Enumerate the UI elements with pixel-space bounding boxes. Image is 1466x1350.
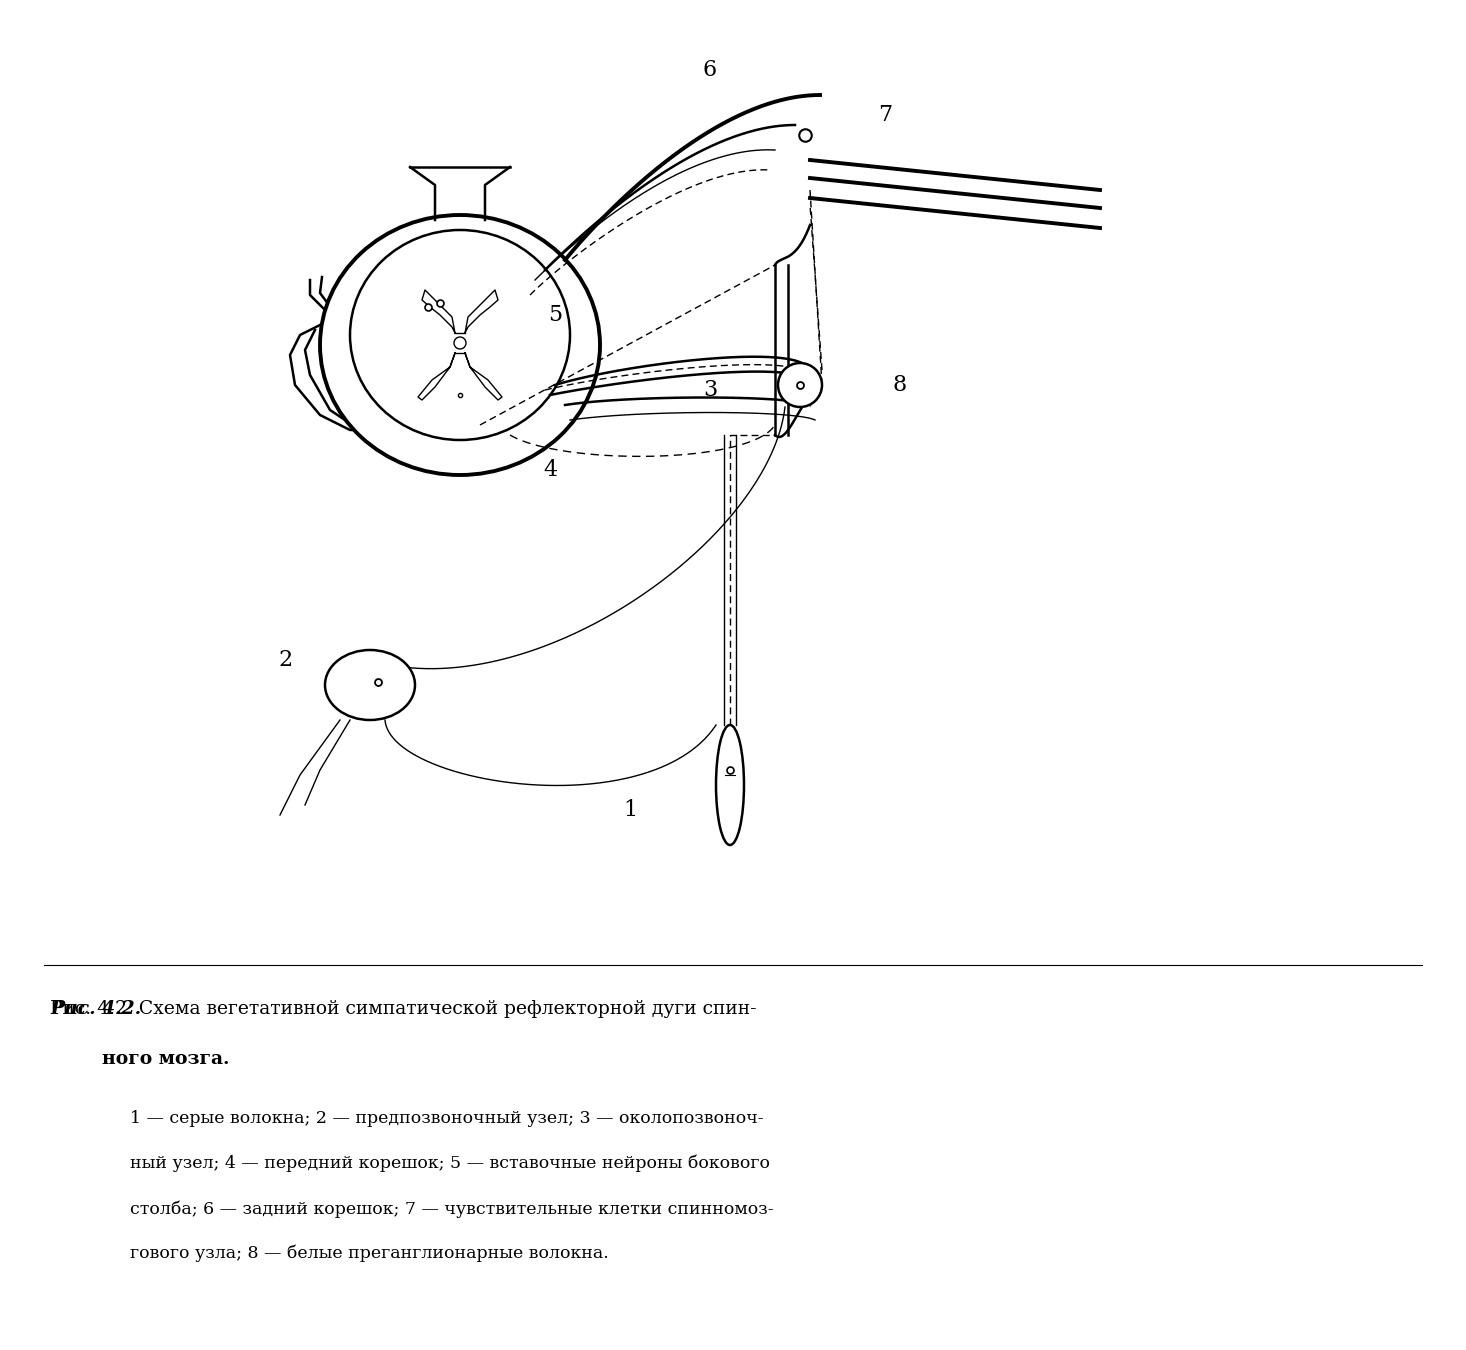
Circle shape [778, 363, 822, 406]
Text: 4: 4 [542, 459, 557, 481]
Ellipse shape [325, 649, 415, 720]
Text: гового узла; 8 — белые преганглионарные волокна.: гового узла; 8 — белые преганглионарные … [130, 1245, 608, 1262]
Circle shape [454, 338, 466, 350]
Text: 5: 5 [548, 304, 561, 325]
Text: ного мозга.: ного мозга. [50, 1050, 230, 1068]
Text: 3: 3 [702, 379, 717, 401]
Text: 1 — серые волокна; 2 — предпозвоночный узел; 3 — околопозвоноч-: 1 — серые волокна; 2 — предпозвоночный у… [130, 1110, 764, 1127]
Text: 7: 7 [878, 104, 893, 126]
Text: 1: 1 [623, 799, 638, 821]
Text: 6: 6 [702, 59, 717, 81]
Ellipse shape [715, 725, 745, 845]
Text: 8: 8 [893, 374, 907, 396]
Text: Рис. 4.2. Схема вегетативной симпатической рефлекторной дуги спин-: Рис. 4.2. Схема вегетативной симпатическ… [50, 1000, 756, 1018]
Text: ный узел; 4 — передний корешок; 5 — вставочные нейроны бокового: ный узел; 4 — передний корешок; 5 — вста… [130, 1156, 770, 1173]
Text: 2: 2 [279, 649, 292, 671]
Text: Рис. 4.2.: Рис. 4.2. [50, 1000, 141, 1018]
Ellipse shape [350, 230, 570, 440]
Text: столба; 6 — задний корешок; 7 — чувствительные клетки спинномоз-: столба; 6 — задний корешок; 7 — чувствит… [130, 1200, 774, 1218]
Ellipse shape [320, 215, 600, 475]
